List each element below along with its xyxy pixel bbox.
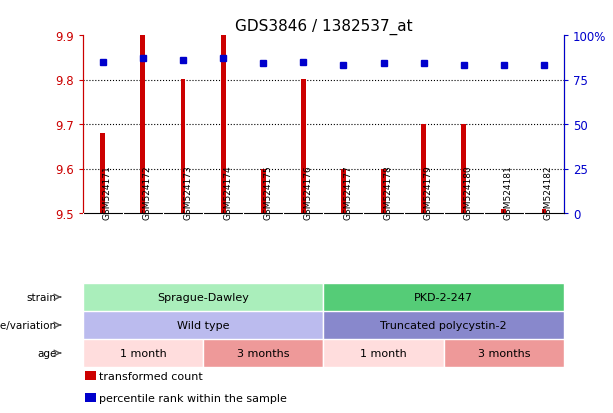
Bar bbox=[83, 311, 324, 339]
Text: transformed count: transformed count bbox=[99, 371, 202, 381]
Text: GSM524171: GSM524171 bbox=[103, 164, 112, 219]
Text: GSM524176: GSM524176 bbox=[303, 164, 312, 219]
Text: 3 months: 3 months bbox=[237, 348, 289, 358]
Bar bbox=[541, 209, 546, 214]
Bar bbox=[501, 209, 506, 214]
Text: percentile rank within the sample: percentile rank within the sample bbox=[99, 393, 286, 403]
Bar bbox=[324, 283, 564, 311]
Text: GSM524177: GSM524177 bbox=[343, 164, 352, 219]
Bar bbox=[203, 339, 324, 367]
Bar bbox=[85, 393, 96, 402]
Bar bbox=[83, 283, 324, 311]
Text: 1 month: 1 month bbox=[120, 348, 166, 358]
Bar bbox=[341, 169, 346, 214]
Text: PKD-2-247: PKD-2-247 bbox=[414, 292, 473, 302]
Bar bbox=[444, 339, 564, 367]
Text: Truncated polycystin-2: Truncated polycystin-2 bbox=[380, 320, 507, 330]
Text: Wild type: Wild type bbox=[177, 320, 229, 330]
Text: GSM524172: GSM524172 bbox=[143, 164, 152, 219]
Bar bbox=[83, 339, 203, 367]
Text: Sprague-Dawley: Sprague-Dawley bbox=[157, 292, 249, 302]
Text: strain: strain bbox=[27, 292, 57, 302]
Bar bbox=[324, 311, 564, 339]
Bar bbox=[421, 125, 426, 214]
Bar bbox=[462, 125, 466, 214]
Text: GSM524179: GSM524179 bbox=[424, 164, 433, 219]
Bar bbox=[381, 169, 386, 214]
Text: GSM524174: GSM524174 bbox=[223, 164, 232, 219]
Bar bbox=[181, 80, 185, 214]
Bar bbox=[324, 339, 444, 367]
Bar bbox=[261, 169, 265, 214]
Text: 1 month: 1 month bbox=[360, 348, 407, 358]
Text: GSM524175: GSM524175 bbox=[263, 164, 272, 219]
Text: GSM524181: GSM524181 bbox=[504, 164, 513, 219]
Bar bbox=[221, 36, 226, 214]
Bar bbox=[85, 371, 96, 380]
Text: GSM524173: GSM524173 bbox=[183, 164, 192, 219]
Bar bbox=[301, 80, 306, 214]
Text: GSM524180: GSM524180 bbox=[463, 164, 473, 219]
Text: 3 months: 3 months bbox=[478, 348, 530, 358]
Bar bbox=[101, 133, 105, 214]
Bar bbox=[140, 36, 145, 214]
Title: GDS3846 / 1382537_at: GDS3846 / 1382537_at bbox=[235, 19, 412, 35]
Text: GSM524182: GSM524182 bbox=[544, 164, 553, 219]
Text: genotype/variation: genotype/variation bbox=[0, 320, 57, 330]
Text: age: age bbox=[37, 348, 57, 358]
Text: GSM524178: GSM524178 bbox=[384, 164, 392, 219]
